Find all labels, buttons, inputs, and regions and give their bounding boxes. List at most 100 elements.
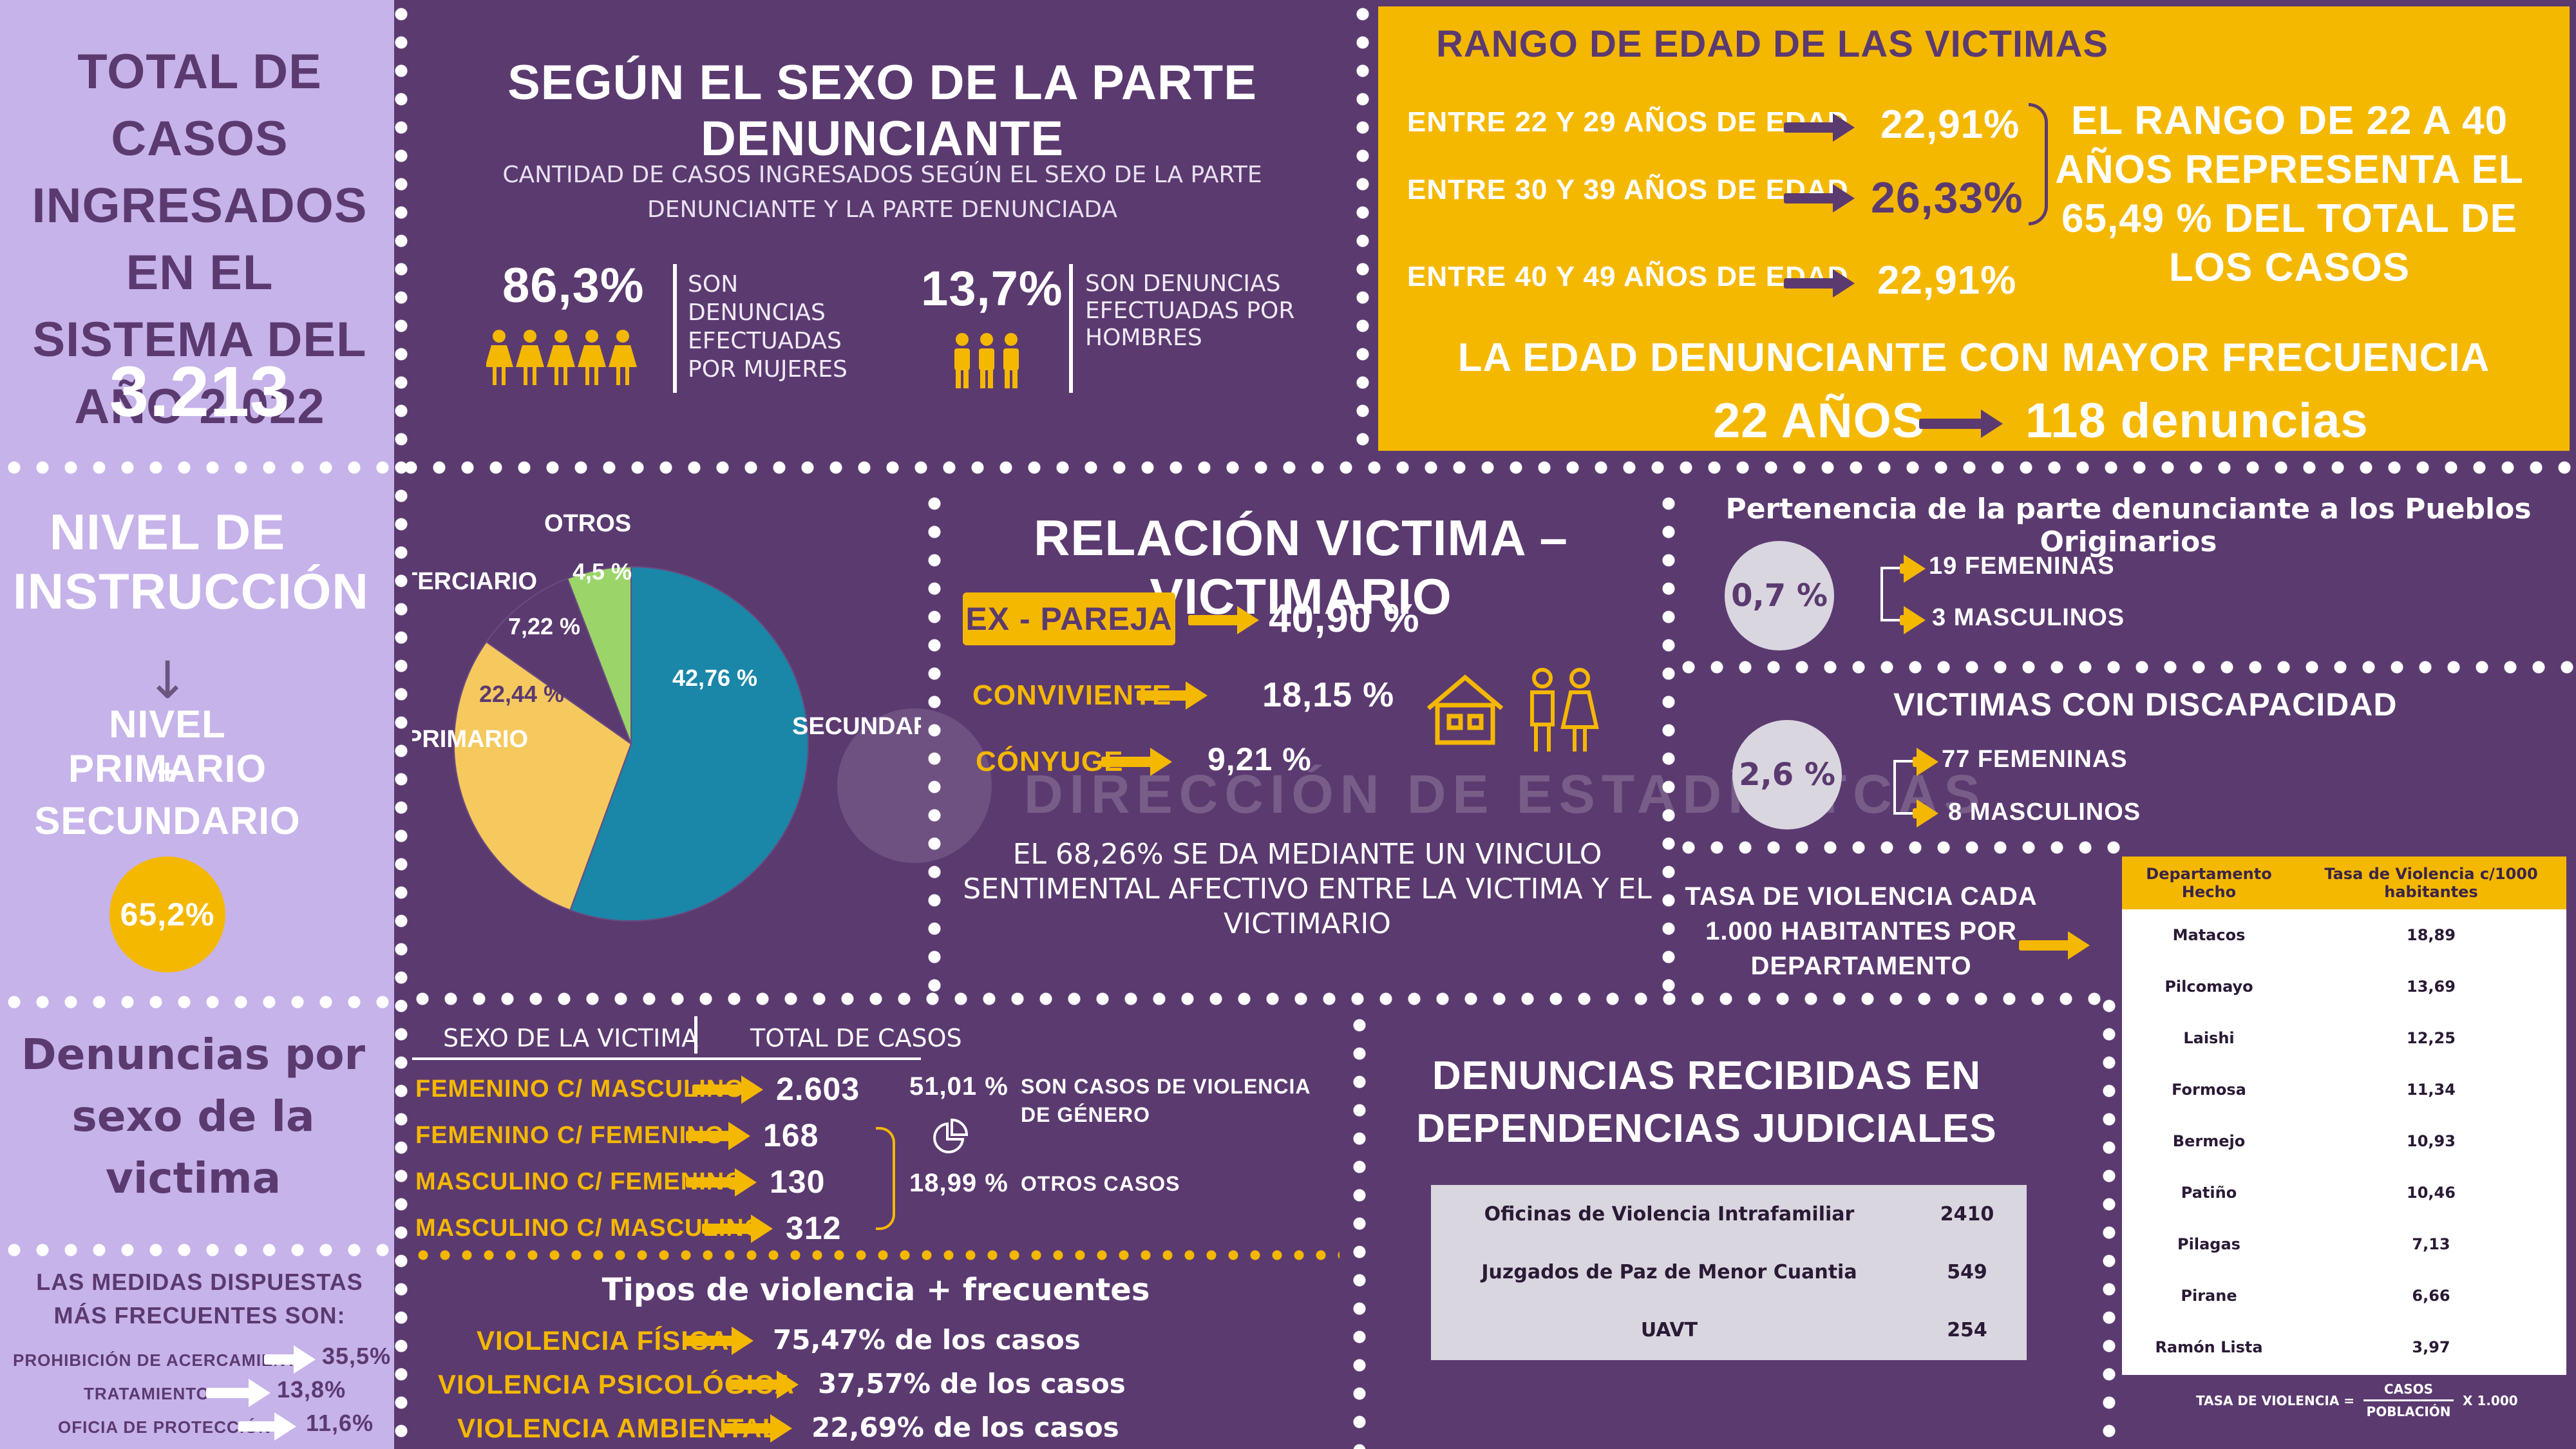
fork-bracket	[1880, 567, 1900, 621]
tipos-rows: VIOLENCIA FÍSICA 75,47% de los casos VIOLE…	[412, 1320, 1340, 1449]
relacion-note: EL 68,26% SE DA MEDIANTE UN VINCULO SENT…	[963, 838, 1652, 940]
edad-panel	[1378, 6, 2570, 451]
separator	[1356, 0, 1370, 451]
table-row: Pilcomayo 13,69	[2122, 961, 2566, 1012]
pie-category-label: OTROS	[544, 510, 631, 537]
separator	[0, 995, 394, 1009]
edad-row-label: ENTRE 22 Y 29 AÑOS DE EDAD	[1407, 106, 1849, 138]
department-name: Pirane	[2181, 1287, 2237, 1305]
pie-pct-label: 4,5 %	[573, 558, 632, 585]
table-row: Formosa 11,34	[2122, 1064, 2566, 1115]
instruccion-primario: NIVEL PRIMARIO	[68, 703, 267, 790]
pie-pct-label: 7,22 %	[508, 613, 580, 639]
table-row: UAVT 254	[1431, 1301, 2027, 1359]
pie-slice-otros	[566, 565, 632, 744]
department-rate: 3,97	[2412, 1338, 2450, 1356]
women-pct: 86,3%	[502, 258, 645, 313]
casos-header-sexo: SEXO DE LA VICTIMA	[443, 1024, 699, 1052]
department-name: Laishi	[2183, 1029, 2235, 1047]
arrow-icon	[1784, 184, 1855, 213]
case-label: FEMENINO C/ FEMENINO	[415, 1122, 725, 1149]
arrow-icon	[728, 1370, 799, 1399]
department-rate: 10,46	[2407, 1184, 2456, 1202]
department-rate: 6,66	[2412, 1287, 2450, 1305]
woman-icon	[485, 330, 637, 385]
pie-slice-terciario	[485, 578, 633, 746]
total-title: TOTAL DE CASOS INGRESADOS EN EL SISTEMA …	[32, 44, 368, 434]
separator	[1662, 489, 1676, 992]
genero-text: SON CASOS DE VIOLENCIA DE GÉNERO	[1021, 1075, 1311, 1126]
separator	[2102, 992, 2116, 1449]
freq-age: 22 AÑOS	[1713, 393, 1926, 448]
denuncias-sexo-title: Denuncias por sexo de la victima	[21, 1030, 366, 1203]
arrow-icon	[1188, 606, 1259, 634]
pueblos-value: 0,7 %	[1731, 578, 1828, 614]
otros-pct: 18,99 %	[909, 1169, 1009, 1197]
discapacidad-fem: 77 FEMENINAS	[1942, 746, 2128, 773]
arrow-icon	[1900, 606, 1926, 634]
tipos-title: Tipos de violencia + frecuentes	[601, 1272, 1150, 1308]
department-rate: 7,13	[2412, 1235, 2450, 1253]
pie-slice-primario	[453, 641, 632, 911]
edad-title: RANGO DE EDAD DE LAS VICTIMAS	[1436, 23, 2109, 65]
case-value: 312	[786, 1210, 842, 1246]
down-arrow-icon: ↓	[146, 650, 189, 710]
department-name: Matacos	[2172, 926, 2246, 944]
pueblos-masc: 3 MASCULINOS	[1932, 604, 2125, 631]
edad-row-value: 22,91%	[1877, 258, 2017, 303]
arrow-icon	[692, 1075, 763, 1104]
freq-count: 118 denuncias	[2025, 393, 2369, 448]
department-rate: 13,69	[2407, 978, 2456, 996]
couple-icon	[1530, 668, 1599, 752]
relacion-label: CÓNYUGE	[976, 746, 1124, 777]
fork-bracket	[1893, 760, 1913, 815]
discapacidad-badge: 2,6 %	[1732, 720, 1842, 829]
case-value: 130	[770, 1164, 826, 1200]
list-item: VIOLENCIA FÍSICA 75,47% de los casos	[412, 1320, 1340, 1364]
dependencias-title: DENUNCIAS RECIBIDAS EN DEPENDENCIAS JUDI…	[1416, 1054, 1997, 1151]
medidas-row: OFICIA DE PROTECCIÓN 11,6%	[58, 1410, 374, 1441]
dependency-count: 549	[1947, 1260, 1987, 1283]
tasa-formula: TASA DE VIOLENCIA = CASOS POBLACIÓN X 1.…	[2196, 1381, 2518, 1419]
violence-value: 22,69% de los casos	[811, 1412, 1119, 1443]
tasa-title: TASA DE VIOLENCIA CADA 1.000 HABITANTES …	[1685, 882, 2038, 980]
separator	[927, 489, 942, 992]
divider	[412, 1057, 921, 1060]
men-icons	[952, 332, 1023, 390]
instruccion-title: NIVEL DE INSTRUCCIÓN	[13, 504, 369, 620]
arrow-icon	[686, 1122, 750, 1150]
casos-header-total: TOTAL DE CASOS	[750, 1024, 962, 1052]
dependency-count: 254	[1947, 1318, 1987, 1341]
arrow-icon	[1137, 681, 1208, 710]
arrow-icon	[2019, 931, 2090, 960]
separator	[1674, 840, 2125, 855]
arrow-icon	[1900, 554, 1926, 583]
separator	[0, 1243, 394, 1257]
case-value: 2.603	[776, 1071, 860, 1107]
separator	[394, 0, 408, 1449]
edad-summary: EL RANGO DE 22 A 40 AÑOS REPRESENTA EL 6…	[2055, 99, 2524, 290]
edad-row-value: 22,91%	[1880, 102, 2020, 147]
department-rate: 11,34	[2407, 1081, 2456, 1099]
department-rate: 10,93	[2407, 1132, 2456, 1150]
man-icon	[954, 333, 1019, 388]
genero-pct: 51,01 %	[909, 1072, 1009, 1101]
department-rate: 12,25	[2407, 1029, 2456, 1047]
freq-title: LA EDAD DENUNCIANTE CON MAYOR FRECUENCIA	[1457, 336, 2490, 380]
separator	[1352, 1011, 1367, 1449]
arrow-icon	[686, 1168, 757, 1197]
table-row: Pilagas 7,13	[2122, 1218, 2566, 1270]
edad-row-label: ENTRE 30 Y 39 AÑOS DE EDAD	[1407, 174, 1849, 205]
list-item: VIOLENCIA AMBIENTAL 22,69% de los casos	[412, 1408, 1340, 1449]
instruccion-badge: 65,2%	[109, 857, 225, 972]
watermark-logo	[837, 708, 992, 863]
separator	[408, 992, 2108, 1006]
men-pct: 13,7%	[921, 261, 1063, 316]
arrow-icon	[238, 1412, 296, 1441]
table-row: Ramón Lista 3,97	[2122, 1321, 2566, 1373]
arrow-icon	[683, 1327, 753, 1355]
pie-chart-icon	[933, 1118, 969, 1153]
list-item: MASCULINO C/ FEMENINO 130	[415, 1162, 931, 1208]
arrow-icon	[1101, 748, 1172, 776]
discapacidad-value: 2,6 %	[1739, 757, 1835, 793]
